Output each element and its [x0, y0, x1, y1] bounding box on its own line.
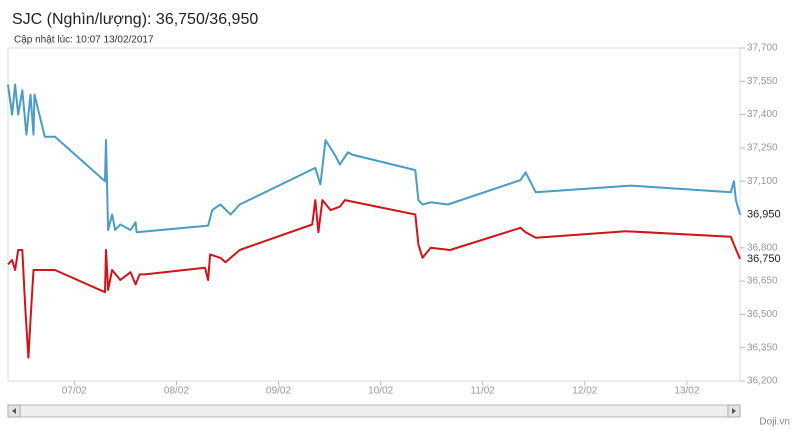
y-tick-label: 36,500 [747, 309, 778, 320]
x-tick-label: 10/02 [368, 386, 393, 397]
y-tick-label: 37,700 [747, 43, 778, 54]
y-tick-label: 36,200 [747, 376, 778, 387]
end-label-bg [742, 251, 798, 266]
chart-title: SJC (Nghìn/lượng): 36,750/36,950 [12, 11, 258, 28]
end-label: 36,950 [747, 208, 781, 220]
source: Doji.vn [759, 417, 790, 428]
arrow-left [12, 408, 16, 414]
series-line [7, 83, 741, 234]
x-tick-label: 11/02 [471, 386, 496, 397]
plot-area [7, 47, 741, 382]
y-tick-label: 36,800 [747, 242, 778, 253]
series-line [7, 199, 741, 359]
end-label: 36,750 [747, 253, 781, 265]
y-tick-label: 37,550 [747, 76, 778, 87]
x-tick-label: 13/02 [674, 386, 699, 397]
x-tick-label: 09/02 [266, 386, 291, 397]
chart-subtitle: Cập nhật lúc: 10:07 13/02/2017 [14, 35, 154, 46]
y-tick-label: 36,650 [747, 276, 778, 287]
y-tick-label: 37,100 [747, 176, 778, 187]
x-tick-label: 08/02 [164, 386, 189, 397]
y-tick-label: 36,350 [747, 342, 778, 353]
arrow-right [732, 408, 736, 414]
scrollbar[interactable] [7, 404, 741, 418]
y-tick-label: 37,400 [747, 109, 778, 120]
y-tick-label: 37,250 [747, 143, 778, 154]
x-tick-label: 12/02 [572, 386, 597, 397]
x-tick-label: 07/02 [62, 386, 87, 397]
end-label-bg [742, 207, 798, 222]
